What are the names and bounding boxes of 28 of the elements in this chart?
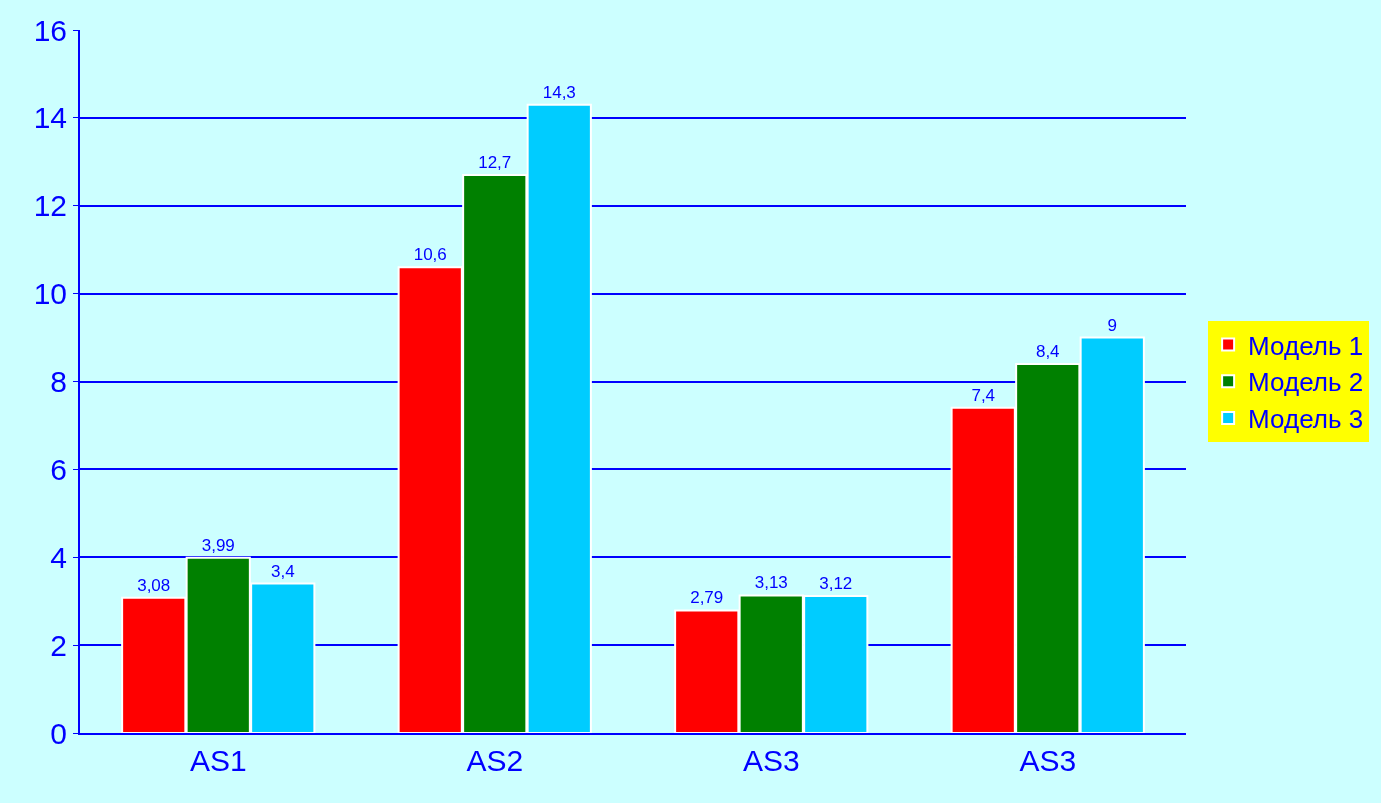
y-tick-label: 16 bbox=[33, 13, 67, 47]
data-label: 3,13 bbox=[754, 573, 788, 593]
data-label: 8,4 bbox=[1035, 341, 1060, 361]
x-tick-label: AS3 bbox=[1019, 744, 1077, 777]
y-tick-label: 12 bbox=[33, 189, 67, 223]
data-label: 7,4 bbox=[971, 385, 996, 405]
y-tick-label: 4 bbox=[50, 540, 67, 574]
data-label: 12,7 bbox=[478, 152, 512, 172]
x-tick-label: AS2 bbox=[466, 744, 524, 777]
y-tick-label: 8 bbox=[50, 365, 67, 398]
legend-label: Модель 3 bbox=[1248, 404, 1364, 435]
x-tick-label: AS3 bbox=[742, 744, 800, 777]
x-tick-label: AS1 bbox=[189, 744, 247, 777]
y-tick-label: 10 bbox=[33, 277, 67, 311]
y-tick-label: 14 bbox=[33, 101, 67, 135]
data-label: 10,6 bbox=[413, 245, 447, 265]
y-tick-label: 6 bbox=[50, 452, 67, 486]
data-label: 3,08 bbox=[137, 575, 171, 595]
data-label: 9 bbox=[1107, 315, 1117, 335]
data-label: 3,4 bbox=[270, 561, 295, 581]
data-label: 2,79 bbox=[690, 588, 724, 608]
legend-label: Модель 1 bbox=[1248, 330, 1364, 361]
data-label: 14,3 bbox=[542, 82, 576, 102]
y-tick-label: 2 bbox=[50, 628, 67, 662]
y-tick-label: 0 bbox=[50, 716, 67, 750]
data-label: 3,99 bbox=[201, 535, 235, 555]
data-label: 3,12 bbox=[819, 573, 853, 593]
legend-label: Модель 2 bbox=[1248, 367, 1364, 398]
